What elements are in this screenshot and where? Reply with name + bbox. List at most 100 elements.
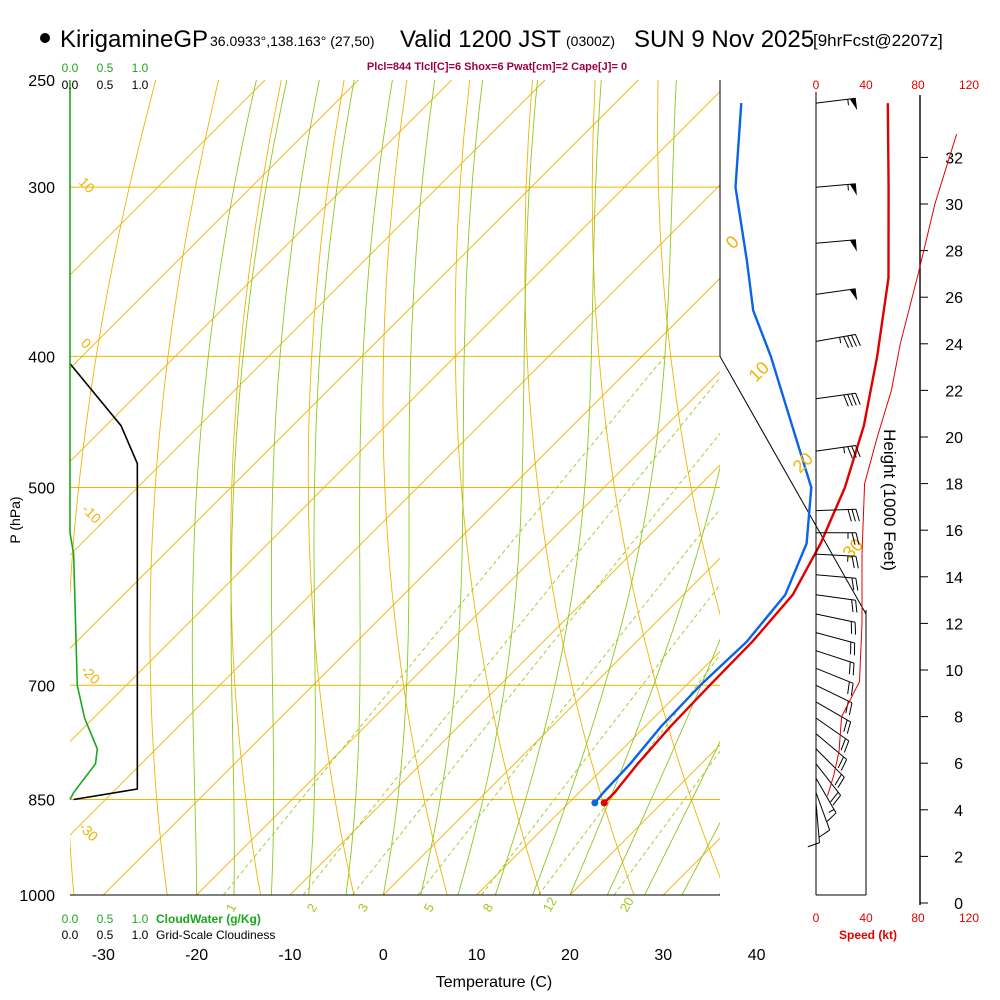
valid-time-utc: (0300Z) xyxy=(566,33,616,49)
temperature-line xyxy=(603,103,890,804)
isotherm xyxy=(382,557,720,895)
top-cloudiness-scale: 0.5 xyxy=(97,78,114,92)
dry-adiabat xyxy=(846,80,1000,895)
cloudiness-profile xyxy=(69,363,139,801)
isotherm xyxy=(102,277,720,895)
p-axis-title: P (hPa) xyxy=(7,496,23,543)
mixing-ratio-line xyxy=(613,750,720,895)
wind-barb xyxy=(815,613,857,635)
bottom-cloudiness-scale: 0.0 xyxy=(62,928,79,942)
isotherm xyxy=(70,80,639,649)
height-tick-label: 26 xyxy=(945,290,963,307)
mixing-ratio-line xyxy=(417,508,720,895)
p-tick-label: 500 xyxy=(28,481,55,498)
mixing-ratio-label: 20 xyxy=(617,894,637,914)
dewpoint-line xyxy=(593,103,813,804)
height-tick-label: 2 xyxy=(954,849,963,866)
moist-adiabat xyxy=(420,80,484,895)
mixing-ratio-line xyxy=(302,377,720,895)
stability-indices: Plcl=844 Tlcl[C]=6 Shox=6 Pwat[cm]=2 Cap… xyxy=(367,61,627,73)
dry-adiabat xyxy=(524,80,635,895)
moist-adiabat xyxy=(230,80,288,895)
dry-adiabat xyxy=(70,80,157,895)
temp-axis-title: Temperature (C) xyxy=(436,974,552,991)
dry-adiabat xyxy=(307,80,355,895)
wind-barb xyxy=(815,594,858,613)
p-tick-label: 850 xyxy=(28,792,55,809)
mixing-ratio-label: 5 xyxy=(421,901,438,915)
top-cloudwater-scale: 0.0 xyxy=(62,61,79,75)
dry-adiabat-label: -10 xyxy=(79,501,105,527)
station-bullet-icon xyxy=(40,33,50,43)
temp-tick-label: 30 xyxy=(654,947,672,964)
valid-time: Valid 1200 JST xyxy=(400,26,561,53)
bottom-speed-tick: 0 xyxy=(813,911,820,925)
plot-right-slant xyxy=(719,356,867,615)
bottom-cloudiness-scale: 0.5 xyxy=(97,928,114,942)
wind-barb xyxy=(815,553,859,569)
height-tick-label: 0 xyxy=(954,896,963,913)
moist-adiabat xyxy=(569,465,720,895)
height-tick-label: 18 xyxy=(945,477,963,494)
surface-temperature-point xyxy=(600,799,608,807)
chart-header: KirigamineGP 36.0933°,138.163° (27,50) V… xyxy=(0,0,1000,60)
moist-adiabat xyxy=(191,80,257,895)
wind-barb xyxy=(807,802,820,848)
wind-speed-profile xyxy=(827,133,958,796)
wind-barb xyxy=(815,632,856,656)
bottom-cloudiness-scale: 1.0 xyxy=(132,928,149,942)
mixing-ratio-label: 12 xyxy=(540,894,560,914)
temp-tick-label: 40 xyxy=(748,947,766,964)
temp-tick-label: 0 xyxy=(379,947,388,964)
cloudwater-label: CloudWater (g/Kg) xyxy=(156,912,261,926)
moist-adiabat xyxy=(757,80,1000,895)
wind-barb xyxy=(815,733,848,771)
moist-adiabat xyxy=(494,80,602,895)
moist-adiabat xyxy=(308,80,355,895)
wind-barb xyxy=(815,717,850,753)
dry-adiabat-label: -20 xyxy=(78,662,104,688)
wind-barb xyxy=(815,183,857,196)
wind-barb xyxy=(815,748,845,789)
isotherm xyxy=(70,80,359,369)
p-tick-label: 700 xyxy=(28,678,55,695)
dry-adiabat xyxy=(657,80,720,616)
wind-barb xyxy=(815,239,857,252)
height-tick-label: 30 xyxy=(945,197,963,214)
cloudiness-label: Grid-Scale Cloudiness xyxy=(156,928,275,942)
wind-barb xyxy=(815,778,837,822)
station-coords: 36.0933°,138.163° (27,50) xyxy=(210,33,375,49)
height-tick-label: 14 xyxy=(945,570,963,587)
moist-adiabat xyxy=(382,80,436,895)
top-cloudiness-scale: 0.0 xyxy=(62,78,79,92)
p-tick-label: 400 xyxy=(28,349,55,366)
wind-barb xyxy=(815,392,861,407)
top-cloudwater-scale: 0.5 xyxy=(97,61,114,75)
wind-barb xyxy=(815,792,831,838)
wind-barb xyxy=(815,508,860,522)
height-tick-label: 20 xyxy=(945,430,963,447)
height-tick-label: 24 xyxy=(945,337,963,354)
moist-adiabat-label: 20 xyxy=(789,449,817,477)
height-tick-label: 12 xyxy=(945,616,963,633)
isotherm xyxy=(70,80,452,463)
dry-adiabat-label: -30 xyxy=(76,819,102,845)
moist-adiabat xyxy=(606,638,720,895)
temp-tick-label: -30 xyxy=(92,947,115,964)
wind-barb xyxy=(815,574,859,591)
height-tick-label: 10 xyxy=(945,663,963,680)
isotherm xyxy=(757,80,1000,895)
moist-adiabat xyxy=(644,740,720,895)
moist-adiabat xyxy=(270,80,320,895)
top-speed-tick: 0 xyxy=(813,78,820,92)
wind-barb xyxy=(815,445,861,459)
moist-adiabat-label: 10 xyxy=(745,358,773,386)
wind-barb xyxy=(815,650,855,676)
cloudwater-profile xyxy=(69,80,99,800)
height-tick-label: 28 xyxy=(945,244,963,261)
isotherm xyxy=(289,464,720,895)
bottom-speed-tick: 80 xyxy=(911,911,925,925)
wind-barb xyxy=(815,334,861,349)
dry-adiabat xyxy=(454,80,542,895)
dry-adiabat xyxy=(972,80,1000,895)
